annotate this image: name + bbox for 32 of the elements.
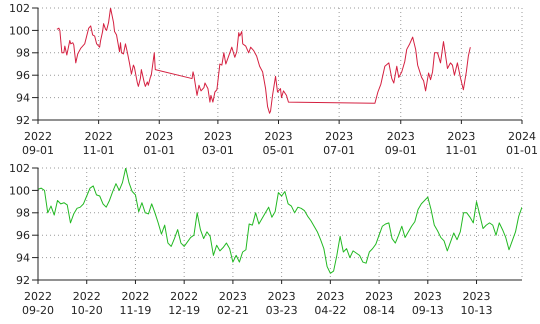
x-tick-label: 2023 11-01 — [445, 130, 478, 157]
x-tick-label: 2023 03-01 — [202, 130, 234, 157]
x-tick-label: 2023 09-01 — [384, 130, 417, 157]
y-tick-label: 92 — [16, 274, 30, 287]
y-tick-label: 92 — [16, 114, 30, 127]
x-tick-label: 2023 10-13 — [460, 290, 493, 317]
y-tick-label: 100 — [9, 24, 30, 38]
x-tick-label: 2023 09-13 — [412, 290, 444, 317]
y-tick-label: 94 — [16, 252, 30, 265]
x-tick-label: 2023 02-21 — [216, 290, 249, 317]
y-tick-label: 102 — [9, 162, 30, 175]
y-tick-label: 102 — [9, 2, 30, 15]
x-tick-label: 2022 09-01 — [22, 130, 54, 157]
x-tick-label: 2023 01-01 — [143, 130, 176, 157]
x-tick-label: 2022 12-19 — [168, 290, 200, 317]
y-tick-label: 96 — [16, 69, 30, 82]
y-tick-label: 94 — [16, 92, 30, 105]
x-tick-label: 2023 08-14 — [363, 290, 396, 317]
x-tick-label: 2022 10-20 — [70, 290, 103, 317]
x-tick-label: 2022 11-19 — [119, 290, 152, 317]
x-tick-label: 2023 07-01 — [323, 130, 356, 157]
x-tick-label: 2022 09-20 — [22, 290, 54, 317]
x-tick-label: 2023 03-23 — [266, 290, 298, 317]
y-tick-label: 100 — [9, 184, 30, 198]
y-tick-label: 98 — [16, 206, 30, 220]
y-tick-label: 96 — [16, 229, 30, 242]
x-tick-label: 2023 04-22 — [314, 290, 346, 317]
x-tick-label: 2023 05-01 — [262, 130, 294, 157]
x-tick-label: 2022 11-01 — [82, 130, 115, 157]
y-tick-label: 98 — [16, 46, 30, 60]
line-series — [56, 8, 471, 114]
x-tick-label: 2024 01-01 — [506, 130, 538, 157]
